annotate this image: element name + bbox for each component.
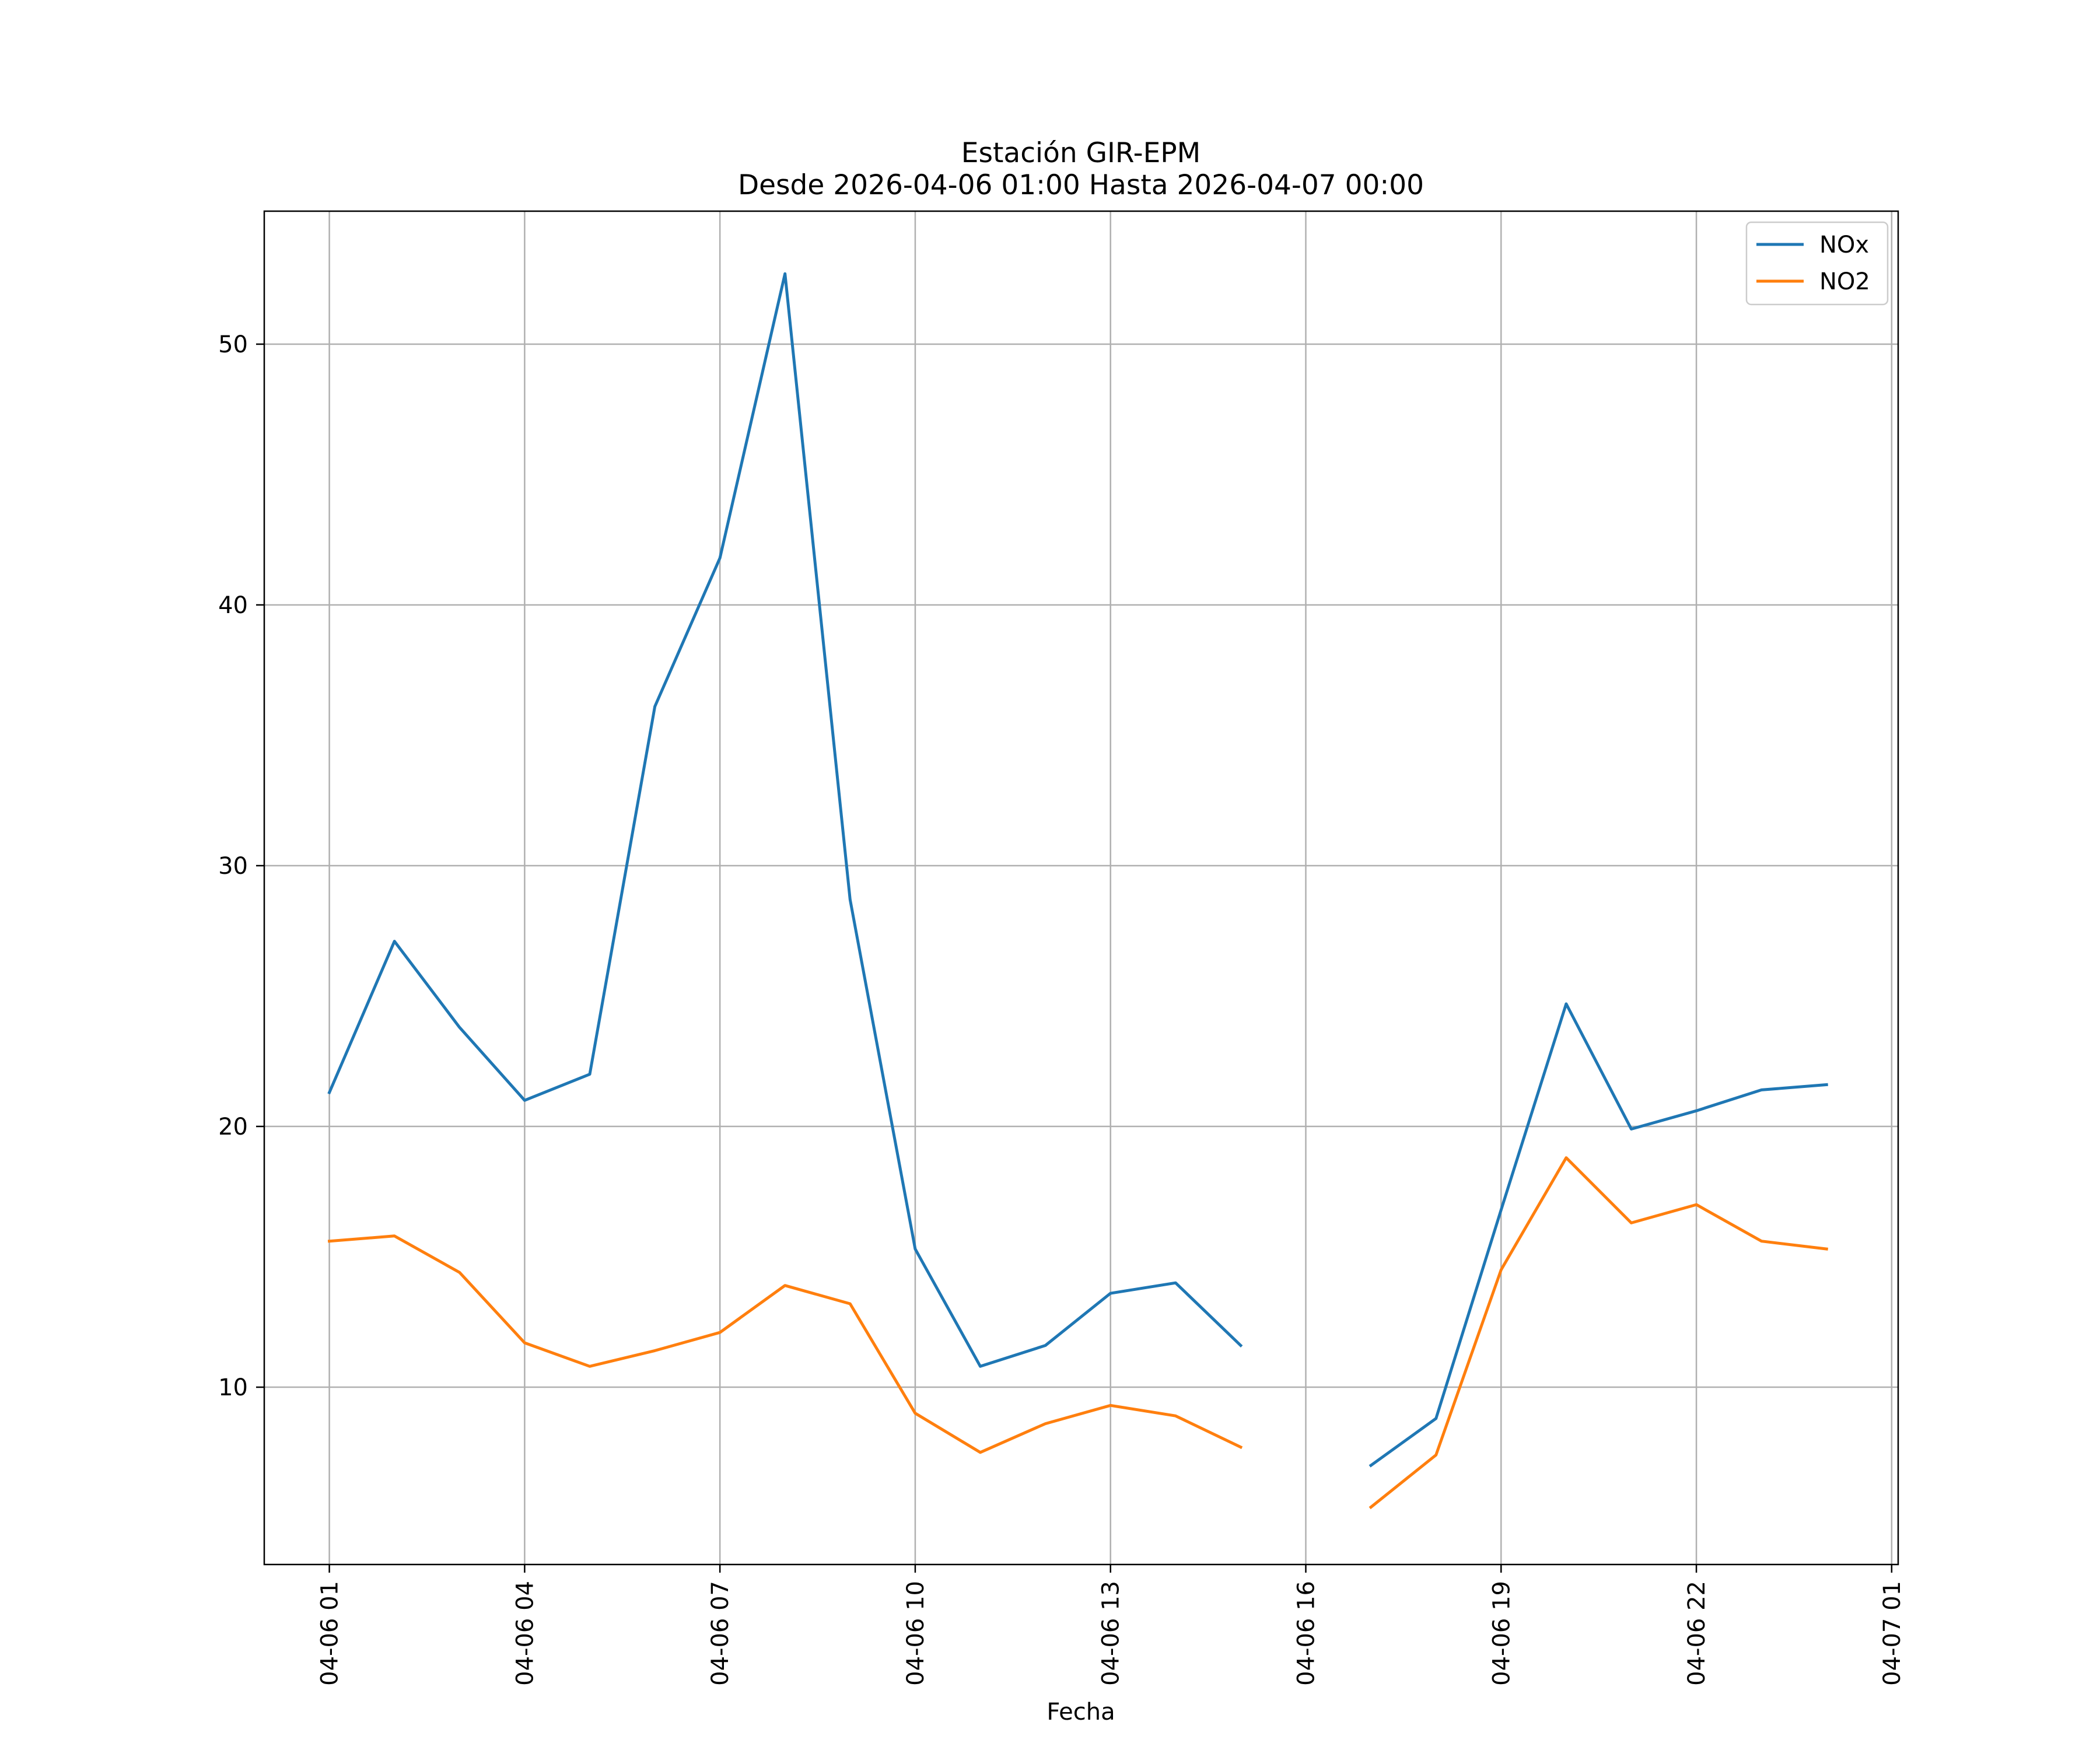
legend: NOx NO2: [1745, 221, 1889, 306]
series-line-no2: [327, 1156, 1828, 1510]
y-axis-ticks: 10 20 30 40 50: [218, 331, 264, 1401]
x-tick-label: 04-06 07: [707, 1581, 734, 1686]
plot-frame: [263, 210, 1899, 1566]
x-tick-label: 04-06 01: [317, 1581, 344, 1686]
x-tick-label: 04-06 13: [1098, 1581, 1125, 1686]
x-tick-label: 04-06 04: [512, 1581, 538, 1686]
chart-subtitle: Desde 2026-04-06 01:00 Hasta 2026-04-07 …: [738, 169, 1424, 201]
x-axis-label: Fecha: [1046, 1699, 1115, 1726]
x-tick-label: 04-06 10: [902, 1581, 929, 1686]
series-line-nox: [327, 272, 1828, 1468]
y-tick-label: 40: [218, 592, 248, 619]
y-tick-label: 30: [218, 853, 248, 880]
legend-box: [1745, 221, 1889, 306]
legend-label-nox: NOx: [1819, 232, 1869, 258]
x-tick-label: 04-06 16: [1293, 1581, 1320, 1686]
legend-label-no2: NO2: [1819, 268, 1870, 295]
x-tick-label: 04-06 22: [1684, 1581, 1710, 1686]
grid-lines: [264, 211, 1898, 1564]
x-tick-label: 04-06 19: [1488, 1581, 1515, 1686]
y-tick-label: 50: [218, 331, 248, 358]
chart-title: Estación GIR-EPM: [961, 137, 1200, 169]
x-axis-ticks: 04-06 01 04-06 04 04-06 07 04-06 10 04-06 13…: [317, 1564, 1906, 1686]
y-tick-label: 20: [218, 1114, 248, 1140]
y-tick-label: 10: [218, 1374, 248, 1401]
x-tick-label: 04-07 01: [1879, 1581, 1906, 1686]
series-lines: [327, 272, 1828, 1510]
